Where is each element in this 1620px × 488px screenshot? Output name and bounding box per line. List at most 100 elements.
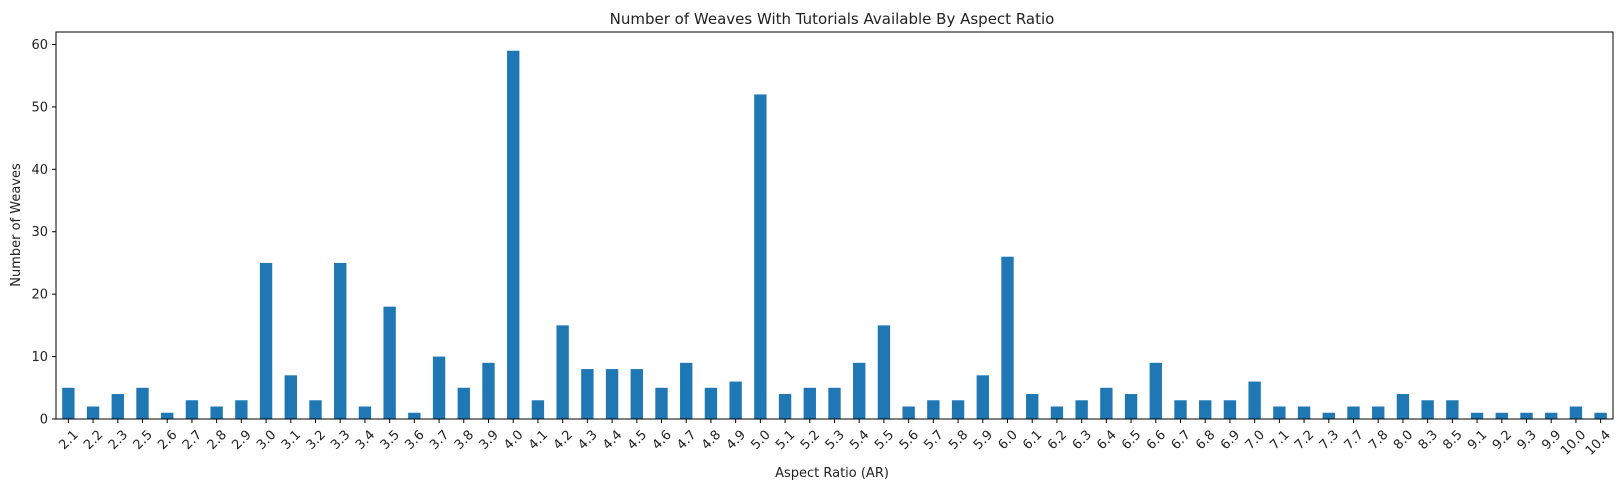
bar-7.3 xyxy=(1322,412,1335,419)
x-tick-label: 6.9 xyxy=(1218,428,1243,453)
x-axis-label: Aspect Ratio (AR) xyxy=(775,466,889,481)
bar-2.9 xyxy=(235,400,248,419)
x-tick-label: 8.0 xyxy=(1391,428,1416,453)
x-tick-label: 3.9 xyxy=(477,428,502,453)
bar-5.9 xyxy=(976,375,989,419)
bar-5.0 xyxy=(754,94,767,420)
bar-4.6 xyxy=(655,387,668,419)
x-tick-label: 7.8 xyxy=(1366,428,1391,453)
bar-5.2 xyxy=(803,387,816,419)
bar-5.3 xyxy=(828,387,841,419)
bar-4.8 xyxy=(704,387,718,419)
bar-6.7 xyxy=(1174,400,1187,419)
x-tick-label: 2.7 xyxy=(180,428,205,453)
bar-5.4 xyxy=(853,362,866,419)
x-tick-label: 2.2 xyxy=(81,428,106,453)
y-tick-label: 20 xyxy=(31,288,48,303)
bar-2.3 xyxy=(111,394,124,419)
bar-4.9 xyxy=(729,381,742,419)
x-tick-label: 6.3 xyxy=(1070,428,1095,453)
x-tick-label: 9.1 xyxy=(1465,428,1490,453)
y-tick-label: 30 xyxy=(31,225,48,240)
x-tick-label: 7.3 xyxy=(1317,428,1342,453)
bar-2.8 xyxy=(210,406,223,419)
x-tick-label: 5.2 xyxy=(798,428,823,453)
bar-6.4 xyxy=(1100,387,1113,419)
bar-5.1 xyxy=(778,394,792,419)
bar-8.5 xyxy=(1446,400,1459,419)
x-tick-label: 6.0 xyxy=(996,428,1021,453)
x-axis: 2.1 2.2 2.3 2.5 2.6 2.7 2.8 2.9 3.0 3.1 3.2 3.3 3.4 3… xyxy=(56,419,1614,459)
bar-3.5 xyxy=(383,306,396,419)
bar-3.9 xyxy=(482,362,495,419)
bar-6.9 xyxy=(1223,400,1237,419)
x-tick-label: 6.7 xyxy=(1169,428,1194,453)
bar-5.7 xyxy=(927,400,940,419)
x-tick-label: 5.3 xyxy=(823,428,848,453)
x-tick-label: 5.6 xyxy=(897,428,922,453)
bar-10.0 xyxy=(1569,406,1583,419)
bar-6.2 xyxy=(1050,406,1064,419)
bar-3.7 xyxy=(432,356,446,419)
x-tick-label: 3.2 xyxy=(304,428,329,453)
bar-3.8 xyxy=(457,387,470,419)
x-tick-label: 5.4 xyxy=(847,428,872,453)
x-tick-label: 3.1 xyxy=(279,428,304,453)
bar-2.2 xyxy=(86,406,100,419)
bar-9.1 xyxy=(1470,412,1484,419)
y-axis-label: Number of Weaves xyxy=(9,163,24,287)
x-tick-label: 2.5 xyxy=(131,428,156,453)
bar-9.9 xyxy=(1545,412,1558,419)
bar-4.1 xyxy=(531,400,545,419)
x-tick-label: 2.1 xyxy=(56,428,81,453)
bar-2.7 xyxy=(185,400,199,419)
x-tick-label: 7.7 xyxy=(1342,428,1367,453)
x-tick-label: 6.2 xyxy=(1045,428,1070,453)
y-tick-label: 50 xyxy=(31,100,48,115)
x-tick-label: 2.3 xyxy=(106,428,131,453)
bar-10.4 xyxy=(1594,412,1607,419)
x-tick-label: 7.0 xyxy=(1243,428,1268,453)
bar-2.5 xyxy=(136,387,149,419)
bar-2.1 xyxy=(62,387,75,419)
bar-8.3 xyxy=(1421,400,1434,419)
x-tick-label: 7.1 xyxy=(1267,428,1292,453)
bar-5.6 xyxy=(902,406,915,419)
x-tick-label: 5.5 xyxy=(872,428,897,453)
x-tick-label: 4.1 xyxy=(526,428,551,453)
x-tick-label: 3.7 xyxy=(427,428,452,453)
bar-4.3 xyxy=(581,369,594,419)
bar-9.3 xyxy=(1520,412,1533,419)
x-tick-label: 4.3 xyxy=(575,428,600,453)
chart-title: Number of Weaves With Tutorials Availabl… xyxy=(610,10,1055,28)
x-tick-label: 5.0 xyxy=(748,428,773,453)
bar-7.2 xyxy=(1297,406,1311,419)
x-tick-label: 6.6 xyxy=(1144,428,1169,453)
x-tick-label: 5.1 xyxy=(773,428,798,453)
x-tick-label: 6.8 xyxy=(1193,428,1218,453)
x-tick-label: 3.4 xyxy=(353,428,378,453)
bar-6.0 xyxy=(1001,256,1014,419)
x-tick-label: 6.1 xyxy=(1020,428,1045,453)
bar-3.0 xyxy=(259,262,273,419)
x-tick-label: 9.2 xyxy=(1490,428,1515,453)
bar-6.6 xyxy=(1149,362,1162,419)
bar-6.1 xyxy=(1026,394,1039,419)
bar-4.2 xyxy=(556,325,569,419)
x-tick-label: 4.8 xyxy=(699,428,724,453)
x-tick-label: 5.7 xyxy=(921,428,946,453)
bar-4.7 xyxy=(680,362,693,419)
x-tick-label: 4.0 xyxy=(501,428,526,453)
x-tick-label: 10.0 xyxy=(1558,428,1589,459)
bar-7.1 xyxy=(1273,406,1286,419)
x-tick-label: 4.2 xyxy=(551,428,576,453)
x-tick-label: 4.4 xyxy=(600,428,625,453)
x-tick-label: 9.3 xyxy=(1515,428,1540,453)
x-tick-label: 4.6 xyxy=(650,428,675,453)
bars-group xyxy=(62,50,1607,420)
bar-4.0 xyxy=(507,50,520,419)
x-tick-label: 5.9 xyxy=(971,428,996,453)
bar-4.5 xyxy=(630,369,643,419)
bar-3.4 xyxy=(358,406,372,419)
x-tick-label: 7.2 xyxy=(1292,428,1317,453)
